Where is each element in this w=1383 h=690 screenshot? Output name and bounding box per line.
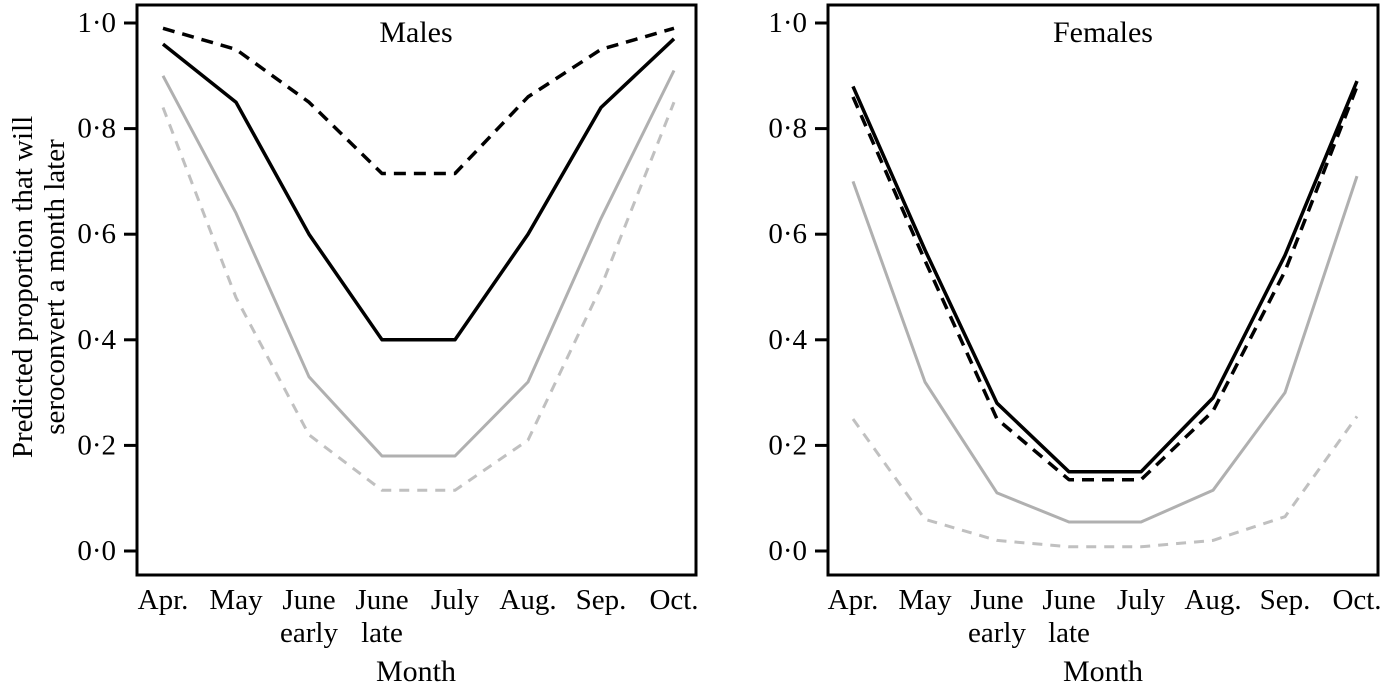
x-tick-label: Sep. bbox=[1260, 584, 1311, 616]
x-tick-label: July bbox=[1117, 584, 1166, 616]
y-tick-label: 0·2 bbox=[77, 429, 116, 461]
y-tick-label: 0·4 bbox=[768, 324, 807, 356]
black-dashed-line bbox=[162, 26, 675, 176]
x-tick-label: Aug. bbox=[1184, 584, 1241, 616]
x-tick-label: June bbox=[282, 584, 335, 616]
black-solid-line bbox=[851, 80, 1359, 474]
x-tick-label: Aug. bbox=[499, 584, 556, 616]
y-tick-label: 0·2 bbox=[768, 429, 807, 461]
x-tick-label: early bbox=[968, 617, 1026, 649]
x-tick-label: Apr. bbox=[138, 584, 189, 616]
y-tick-label: 0·6 bbox=[768, 218, 807, 250]
grey-dashed-line bbox=[161, 101, 676, 492]
x-tick-label: June bbox=[1042, 584, 1095, 616]
x-tick-label: Apr. bbox=[828, 584, 879, 616]
females-panel-title: Females bbox=[1053, 16, 1153, 49]
plot-box bbox=[135, 3, 698, 577]
y-tick-label: 1·0 bbox=[768, 7, 807, 39]
x-tick-label: early bbox=[280, 617, 338, 649]
x-tick-label: May bbox=[898, 584, 952, 616]
x-tick-label: late bbox=[361, 617, 403, 649]
x-tick-label: July bbox=[431, 584, 480, 616]
y-axis-title-line-2: seroconvert a month later bbox=[39, 139, 71, 435]
y-tick-label: 0·6 bbox=[77, 218, 116, 250]
y-tick-label: 1·0 bbox=[77, 7, 116, 39]
plot-box bbox=[826, 3, 1380, 577]
x-tick-label: Sep. bbox=[576, 584, 627, 616]
grey-solid-line bbox=[161, 69, 676, 458]
females-x-axis-title: Month bbox=[1063, 655, 1143, 688]
males-x-axis-title: Month bbox=[376, 655, 456, 688]
y-tick-label: 0·8 bbox=[77, 113, 116, 145]
males-panel-title: Males bbox=[379, 16, 452, 49]
y-tick-label: 0·0 bbox=[768, 535, 807, 567]
black-solid-line bbox=[161, 37, 676, 342]
y-tick-label: 0·4 bbox=[77, 324, 116, 356]
x-tick-label: Oct. bbox=[649, 584, 698, 616]
black-dashed-line bbox=[851, 85, 1359, 482]
grey-solid-line bbox=[851, 175, 1359, 524]
y-axis-title-line-1: Predicted proportion that will bbox=[7, 116, 39, 458]
y-tick-label: 0·0 bbox=[77, 535, 116, 567]
x-tick-label: May bbox=[209, 584, 263, 616]
grey-dashed-line bbox=[851, 415, 1359, 549]
x-tick-label: June bbox=[355, 584, 408, 616]
x-tick-label: Oct. bbox=[1332, 584, 1381, 616]
x-tick-label: late bbox=[1048, 617, 1090, 649]
x-tick-label: June bbox=[970, 584, 1023, 616]
y-tick-label: 0·8 bbox=[768, 113, 807, 145]
